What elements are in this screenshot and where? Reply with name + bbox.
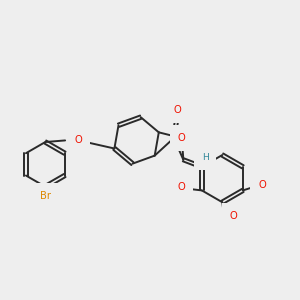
- Text: O: O: [230, 211, 237, 221]
- Text: H: H: [202, 153, 208, 162]
- Text: O: O: [258, 180, 266, 190]
- Text: O: O: [75, 135, 83, 146]
- Text: Br: Br: [40, 191, 51, 201]
- Text: O: O: [178, 182, 185, 192]
- Text: O: O: [178, 133, 186, 143]
- Text: O: O: [173, 105, 181, 115]
